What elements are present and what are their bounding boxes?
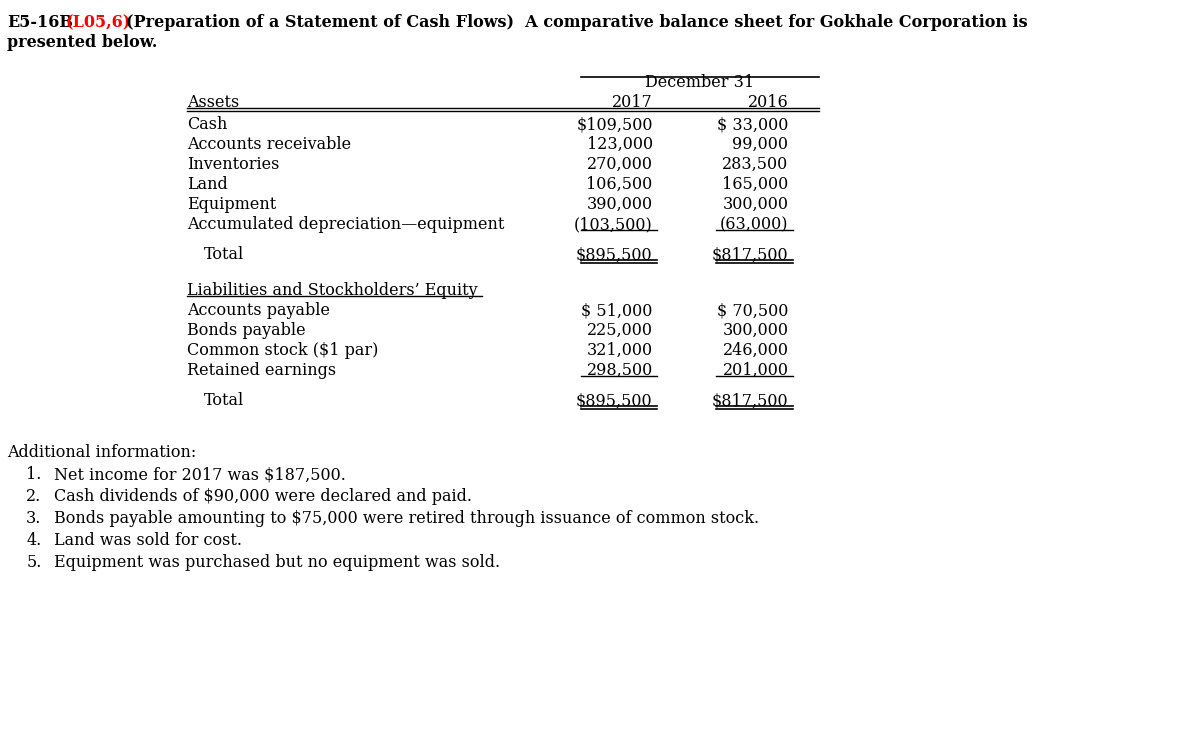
- Text: $895,500: $895,500: [576, 392, 653, 409]
- Text: 2016: 2016: [748, 94, 788, 111]
- Text: Accumulated depreciation—equipment: Accumulated depreciation—equipment: [187, 216, 505, 233]
- Text: 2017: 2017: [612, 94, 653, 111]
- Text: Accounts receivable: Accounts receivable: [187, 136, 352, 153]
- Text: Bonds payable amounting to $75,000 were retired through issuance of common stock: Bonds payable amounting to $75,000 were …: [54, 510, 760, 527]
- Text: $817,500: $817,500: [712, 392, 788, 409]
- Text: Inventories: Inventories: [187, 156, 280, 173]
- Text: $ 51,000: $ 51,000: [581, 302, 653, 319]
- Text: 270,000: 270,000: [587, 156, 653, 173]
- Text: 283,500: 283,500: [722, 156, 788, 173]
- Text: 300,000: 300,000: [722, 196, 788, 213]
- Text: Total: Total: [204, 392, 245, 409]
- Text: $109,500: $109,500: [576, 116, 653, 133]
- Text: 3.: 3.: [26, 510, 42, 527]
- Text: E5-16B: E5-16B: [7, 14, 73, 31]
- Text: Additional information:: Additional information:: [7, 444, 197, 461]
- Text: Net income for 2017 was $187,500.: Net income for 2017 was $187,500.: [54, 466, 346, 483]
- Text: 300,000: 300,000: [722, 322, 788, 339]
- Text: Cash: Cash: [187, 116, 228, 133]
- Text: 2.: 2.: [26, 488, 42, 505]
- Text: Cash dividends of $90,000 were declared and paid.: Cash dividends of $90,000 were declared …: [54, 488, 473, 505]
- Text: 298,500: 298,500: [587, 362, 653, 379]
- Text: (103,500): (103,500): [574, 216, 653, 233]
- Text: (L05,6): (L05,6): [66, 14, 131, 31]
- Text: $895,500: $895,500: [576, 246, 653, 263]
- Text: Assets: Assets: [187, 94, 240, 111]
- Text: Common stock ($1 par): Common stock ($1 par): [187, 342, 379, 359]
- Text: 123,000: 123,000: [587, 136, 653, 153]
- Text: Retained earnings: Retained earnings: [187, 362, 336, 379]
- Text: (63,000): (63,000): [720, 216, 788, 233]
- Text: Land: Land: [187, 176, 228, 193]
- Text: Equipment was purchased but no equipment was sold.: Equipment was purchased but no equipment…: [54, 554, 500, 571]
- Text: 5.: 5.: [26, 554, 42, 571]
- Text: 4.: 4.: [26, 532, 42, 549]
- Text: Equipment: Equipment: [187, 196, 276, 213]
- Text: 225,000: 225,000: [587, 322, 653, 339]
- Text: 106,500: 106,500: [587, 176, 653, 193]
- Text: $817,500: $817,500: [712, 246, 788, 263]
- Text: $ 33,000: $ 33,000: [718, 116, 788, 133]
- Text: Liabilities and Stockholders’ Equity: Liabilities and Stockholders’ Equity: [187, 282, 478, 299]
- Text: 390,000: 390,000: [587, 196, 653, 213]
- Text: $ 70,500: $ 70,500: [718, 302, 788, 319]
- Text: 99,000: 99,000: [732, 136, 788, 153]
- Text: Accounts payable: Accounts payable: [187, 302, 330, 319]
- Text: Total: Total: [204, 246, 245, 263]
- Text: presented below.: presented below.: [7, 34, 158, 51]
- Text: December 31: December 31: [646, 74, 755, 91]
- Text: 165,000: 165,000: [722, 176, 788, 193]
- Text: Bonds payable: Bonds payable: [187, 322, 306, 339]
- Text: 201,000: 201,000: [722, 362, 788, 379]
- Text: 321,000: 321,000: [587, 342, 653, 359]
- Text: 246,000: 246,000: [722, 342, 788, 359]
- Text: 1.: 1.: [26, 466, 42, 483]
- Text: Land was sold for cost.: Land was sold for cost.: [54, 532, 242, 549]
- Text: (Preparation of a Statement of Cash Flows)  A comparative balance sheet for Gokh: (Preparation of a Statement of Cash Flow…: [126, 14, 1028, 31]
